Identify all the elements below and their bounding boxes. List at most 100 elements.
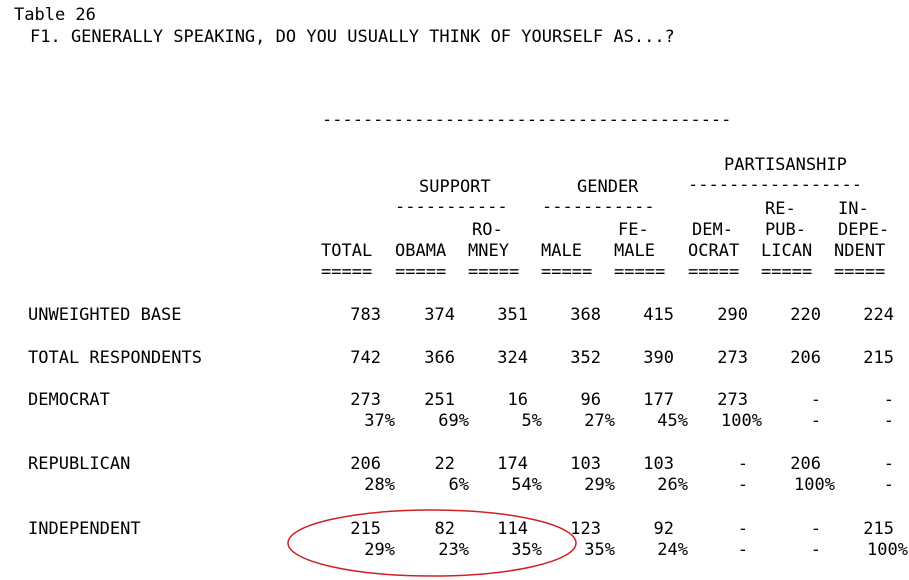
cell-count: 352 — [570, 348, 601, 368]
cell-count: 324 — [497, 348, 528, 368]
cell-count: - — [737, 519, 748, 539]
column-header-label: LICAN — [761, 241, 813, 261]
column-header-line2: FE- — [618, 220, 649, 240]
column-header-line2: DEM- — [692, 220, 733, 240]
gender-rule: ----------- — [542, 197, 655, 217]
cell-count: 224 — [863, 305, 894, 325]
cell-pct: 100% — [721, 411, 762, 431]
group-gender: GENDER — [577, 177, 639, 197]
cell-count: 206 — [350, 454, 381, 474]
cell-pct: 24% — [657, 540, 688, 560]
cell-pct: 23% — [438, 540, 469, 560]
cell-count: - — [810, 519, 821, 539]
cell-pct: - — [810, 540, 821, 560]
cell-pct: - — [810, 411, 821, 431]
column-underline: ===== — [761, 262, 813, 282]
group-support: SUPPORT — [419, 177, 491, 197]
cell-pct: 100% — [794, 475, 835, 495]
cell-pct: 69% — [438, 411, 469, 431]
column-header-label: TOTAL — [321, 241, 373, 261]
cell-pct: 35% — [511, 540, 542, 560]
cell-count: - — [883, 454, 894, 474]
cell-count: 22 — [434, 454, 455, 474]
cell-pct: - — [883, 475, 894, 495]
cell-count: 415 — [643, 305, 674, 325]
cell-count: 251 — [424, 390, 455, 410]
cell-pct: 27% — [584, 411, 615, 431]
cell-pct: 35% — [584, 540, 615, 560]
cell-pct: 45% — [657, 411, 688, 431]
partisanship-rule: ----------------- — [688, 175, 862, 195]
cell-count: 290 — [717, 305, 748, 325]
cell-count: 273 — [350, 390, 381, 410]
row-label: REPUBLICAN — [28, 454, 131, 474]
cell-pct: - — [737, 475, 748, 495]
column-header-line1: IN- — [838, 199, 869, 219]
cell-count: 103 — [643, 454, 674, 474]
cell-pct: 28% — [364, 475, 395, 495]
table-number: Table 26 — [14, 5, 96, 25]
column-underline: ===== — [321, 262, 373, 282]
cell-count: 92 — [653, 519, 674, 539]
cell-pct: 29% — [584, 475, 615, 495]
cell-count: 273 — [717, 390, 748, 410]
column-underline: ===== — [395, 262, 447, 282]
cell-pct: 100% — [867, 540, 908, 560]
cell-count: 206 — [790, 348, 821, 368]
column-header-line1: RE- — [765, 199, 796, 219]
support-rule: ----------- — [395, 197, 508, 217]
cell-count: - — [883, 390, 894, 410]
cell-pct: 5% — [521, 411, 542, 431]
cell-count: 215 — [350, 519, 381, 539]
cell-count: 220 — [790, 305, 821, 325]
column-underline: ===== — [541, 262, 593, 282]
cell-count: - — [810, 390, 821, 410]
cell-pct: 26% — [657, 475, 688, 495]
cell-count: 390 — [643, 348, 674, 368]
column-underline: ===== — [468, 262, 520, 282]
cell-count: 16 — [507, 390, 528, 410]
cell-count: 783 — [350, 305, 381, 325]
group-partisanship: PARTISANSHIP — [724, 155, 847, 175]
column-header-line2: RO- — [472, 220, 503, 240]
cell-pct: 6% — [448, 475, 469, 495]
cell-pct: 54% — [511, 475, 542, 495]
cell-count: 174 — [497, 454, 528, 474]
cell-count: 123 — [570, 519, 601, 539]
cell-count: 368 — [570, 305, 601, 325]
row-label: TOTAL RESPONDENTS — [28, 348, 202, 368]
cell-count: 742 — [350, 348, 381, 368]
cell-count: 206 — [790, 454, 821, 474]
cell-count: - — [737, 454, 748, 474]
cell-count: 273 — [717, 348, 748, 368]
row-label: UNWEIGHTED BASE — [28, 305, 182, 325]
column-header-label: MNEY — [468, 241, 509, 261]
cell-count: 366 — [424, 348, 455, 368]
column-underline: ===== — [834, 262, 886, 282]
column-header-label: OCRAT — [688, 241, 740, 261]
column-header-label: MALE — [614, 241, 655, 261]
column-header-label: NDENT — [834, 241, 886, 261]
cell-count: 351 — [497, 305, 528, 325]
cell-count: 114 — [497, 519, 528, 539]
cell-count: 82 — [434, 519, 455, 539]
top-rule: ---------------------------------------- — [322, 110, 732, 130]
column-underline: ===== — [614, 262, 666, 282]
cell-count: 103 — [570, 454, 601, 474]
cell-count: 215 — [863, 519, 894, 539]
column-header-label: OBAMA — [395, 241, 447, 261]
cell-count: 96 — [580, 390, 601, 410]
cell-count: 177 — [643, 390, 674, 410]
column-underline: ===== — [688, 262, 740, 282]
cell-count: 374 — [424, 305, 455, 325]
row-label: DEMOCRAT — [28, 390, 110, 410]
row-label: INDEPENDENT — [28, 519, 141, 539]
cell-pct: - — [883, 411, 894, 431]
cell-count: 215 — [863, 348, 894, 368]
cell-pct: 29% — [364, 540, 395, 560]
question-text: F1. GENERALLY SPEAKING, DO YOU USUALLY T… — [30, 27, 675, 47]
cell-pct: - — [737, 540, 748, 560]
column-header-label: MALE — [541, 241, 582, 261]
column-header-line2: DEPE- — [838, 220, 890, 240]
column-header-line2: PUB- — [765, 220, 806, 240]
